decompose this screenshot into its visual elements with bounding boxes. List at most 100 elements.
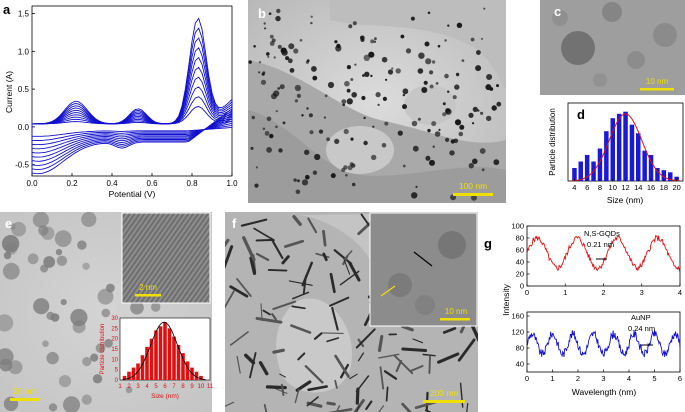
panel-b-particle: [485, 84, 492, 91]
panel-b-particle: [294, 99, 298, 103]
panel-e-particle: [27, 253, 39, 265]
panel-e-particle: [104, 338, 113, 348]
panel-b-particle: [293, 178, 297, 182]
panel-f-fiber: [342, 255, 349, 266]
panel-b-particle: [347, 165, 353, 171]
hist-e-bar: [158, 326, 163, 380]
panel-b-particle: [260, 79, 267, 85]
panel-f-inset-lattice-mark-1: [413, 251, 433, 267]
panel-b-particle: [434, 131, 441, 137]
panel-f: f 10 nm 200 nm: [225, 212, 478, 412]
panel-f-fiber: [304, 365, 324, 384]
hist-d-gaussian-fit: [571, 113, 680, 182]
panel-f-fiber: [410, 365, 424, 372]
cv-xtick-label: 0.0: [26, 179, 38, 188]
hist-d-xtick-label: 14: [634, 183, 642, 192]
panel-b-particle: [444, 73, 449, 79]
hist-e-ytick-label: 10: [111, 357, 118, 363]
panel-f-fiber: [356, 405, 360, 412]
panel-e-particle: [0, 314, 14, 332]
panel-f-fiber: [322, 332, 344, 334]
cv-xlabel: Potential (V): [109, 189, 156, 199]
panel-b-particle: [251, 115, 255, 120]
hist-e-xtick-label: 2: [127, 384, 131, 390]
profile-xlabel: Wavelength (nm): [572, 387, 637, 397]
panel-f-fiber: [348, 261, 361, 282]
panel-c-letter: c: [554, 4, 561, 19]
panel-f-fiber: [242, 236, 256, 262]
panel-b-particle: [294, 84, 301, 92]
panel-b-particle: [491, 105, 497, 111]
panel-b-particle: [456, 22, 463, 28]
panel-b-particle: [461, 59, 465, 62]
panel-b-particle: [343, 128, 349, 135]
panel-b-particle: [472, 158, 478, 165]
panel-f-fiber: [401, 347, 428, 353]
cv-xtick-label: 0.6: [146, 179, 158, 188]
panel-b-particle: [305, 174, 310, 180]
panel-b-particle: [271, 38, 276, 43]
panel-b-particle: [493, 159, 500, 166]
hist-e-bar: [199, 375, 203, 380]
panel-b-particle: [305, 60, 309, 64]
panel-b-particle: [397, 130, 403, 136]
panel-b-particle: [472, 106, 478, 112]
hist-d-xtick-label: 8: [598, 183, 602, 192]
panel-f-fiber: [378, 353, 400, 359]
panel-b-particle: [324, 94, 328, 98]
panel-b-particle: [276, 8, 281, 14]
panel-f-fiber: [236, 277, 252, 298]
profile-ylabel: Intensity: [501, 283, 511, 315]
panel-b-scale-bar: [453, 193, 493, 196]
panel-b-particle: [385, 78, 388, 81]
panel-b-particle: [381, 56, 388, 63]
hist-d-bar: [629, 124, 635, 181]
panel-e-particle: [82, 262, 90, 270]
hist-d-bar: [578, 161, 583, 181]
panel-e-particle: [11, 221, 26, 237]
panel-f-fiber: [225, 245, 234, 269]
hist-d-xtick-label: 12: [621, 183, 629, 192]
panel-b-particle: [486, 74, 493, 80]
panel-b-particle: [255, 166, 258, 169]
panel-b-particle: [348, 24, 353, 29]
panel-b-particle: [346, 98, 353, 105]
panel-e-particle: [60, 299, 67, 306]
hist-e-bar: [194, 371, 199, 380]
panel-f-fiber: [225, 401, 235, 407]
profile-bottom-xtick-label: 0: [525, 374, 529, 383]
panel-f-fiber: [401, 324, 414, 332]
panel-b-particle: [372, 125, 375, 128]
panel-b-particle: [277, 44, 282, 49]
hist-d-xtick-label: 10: [609, 183, 617, 192]
hist-d-bar: [623, 111, 628, 181]
panel-e-letter: e: [5, 216, 12, 231]
panel-f-fiber: [385, 386, 389, 402]
hist-d-bar: [616, 113, 622, 181]
profile-bottom-ytick-label: 160: [511, 312, 524, 321]
cv-xtick-label: 1.0: [226, 179, 238, 188]
panel-b-particle: [263, 22, 266, 25]
panel-f-fiber: [331, 306, 339, 331]
panel-f-fiber: [349, 373, 358, 380]
panel-f-fiber: [315, 252, 330, 259]
hist-e-ytick-label: 5: [115, 368, 119, 374]
panel-b-particle: [412, 145, 419, 152]
hist-e-bar: [140, 355, 145, 380]
hist-e-ytick-label: 20: [111, 337, 118, 343]
panel-b-particle: [447, 90, 450, 93]
panel-e-particle: [77, 240, 87, 250]
panel-e-particle: [90, 353, 99, 362]
panel-b-particle: [275, 15, 281, 22]
profile-top-xtick-label: 2: [601, 288, 605, 297]
panel-b-particle: [264, 27, 267, 30]
hist-d-xtick-label: 18: [660, 183, 668, 192]
panel-e-particle: [92, 374, 103, 384]
panel-g-letter: g: [484, 236, 492, 251]
panel-f-fiber: [334, 354, 350, 378]
panel-b-letter: b: [258, 6, 266, 21]
panel-b-particle: [350, 137, 354, 141]
panel-f-fiber: [288, 280, 313, 286]
panel-e-particle: [8, 360, 23, 375]
